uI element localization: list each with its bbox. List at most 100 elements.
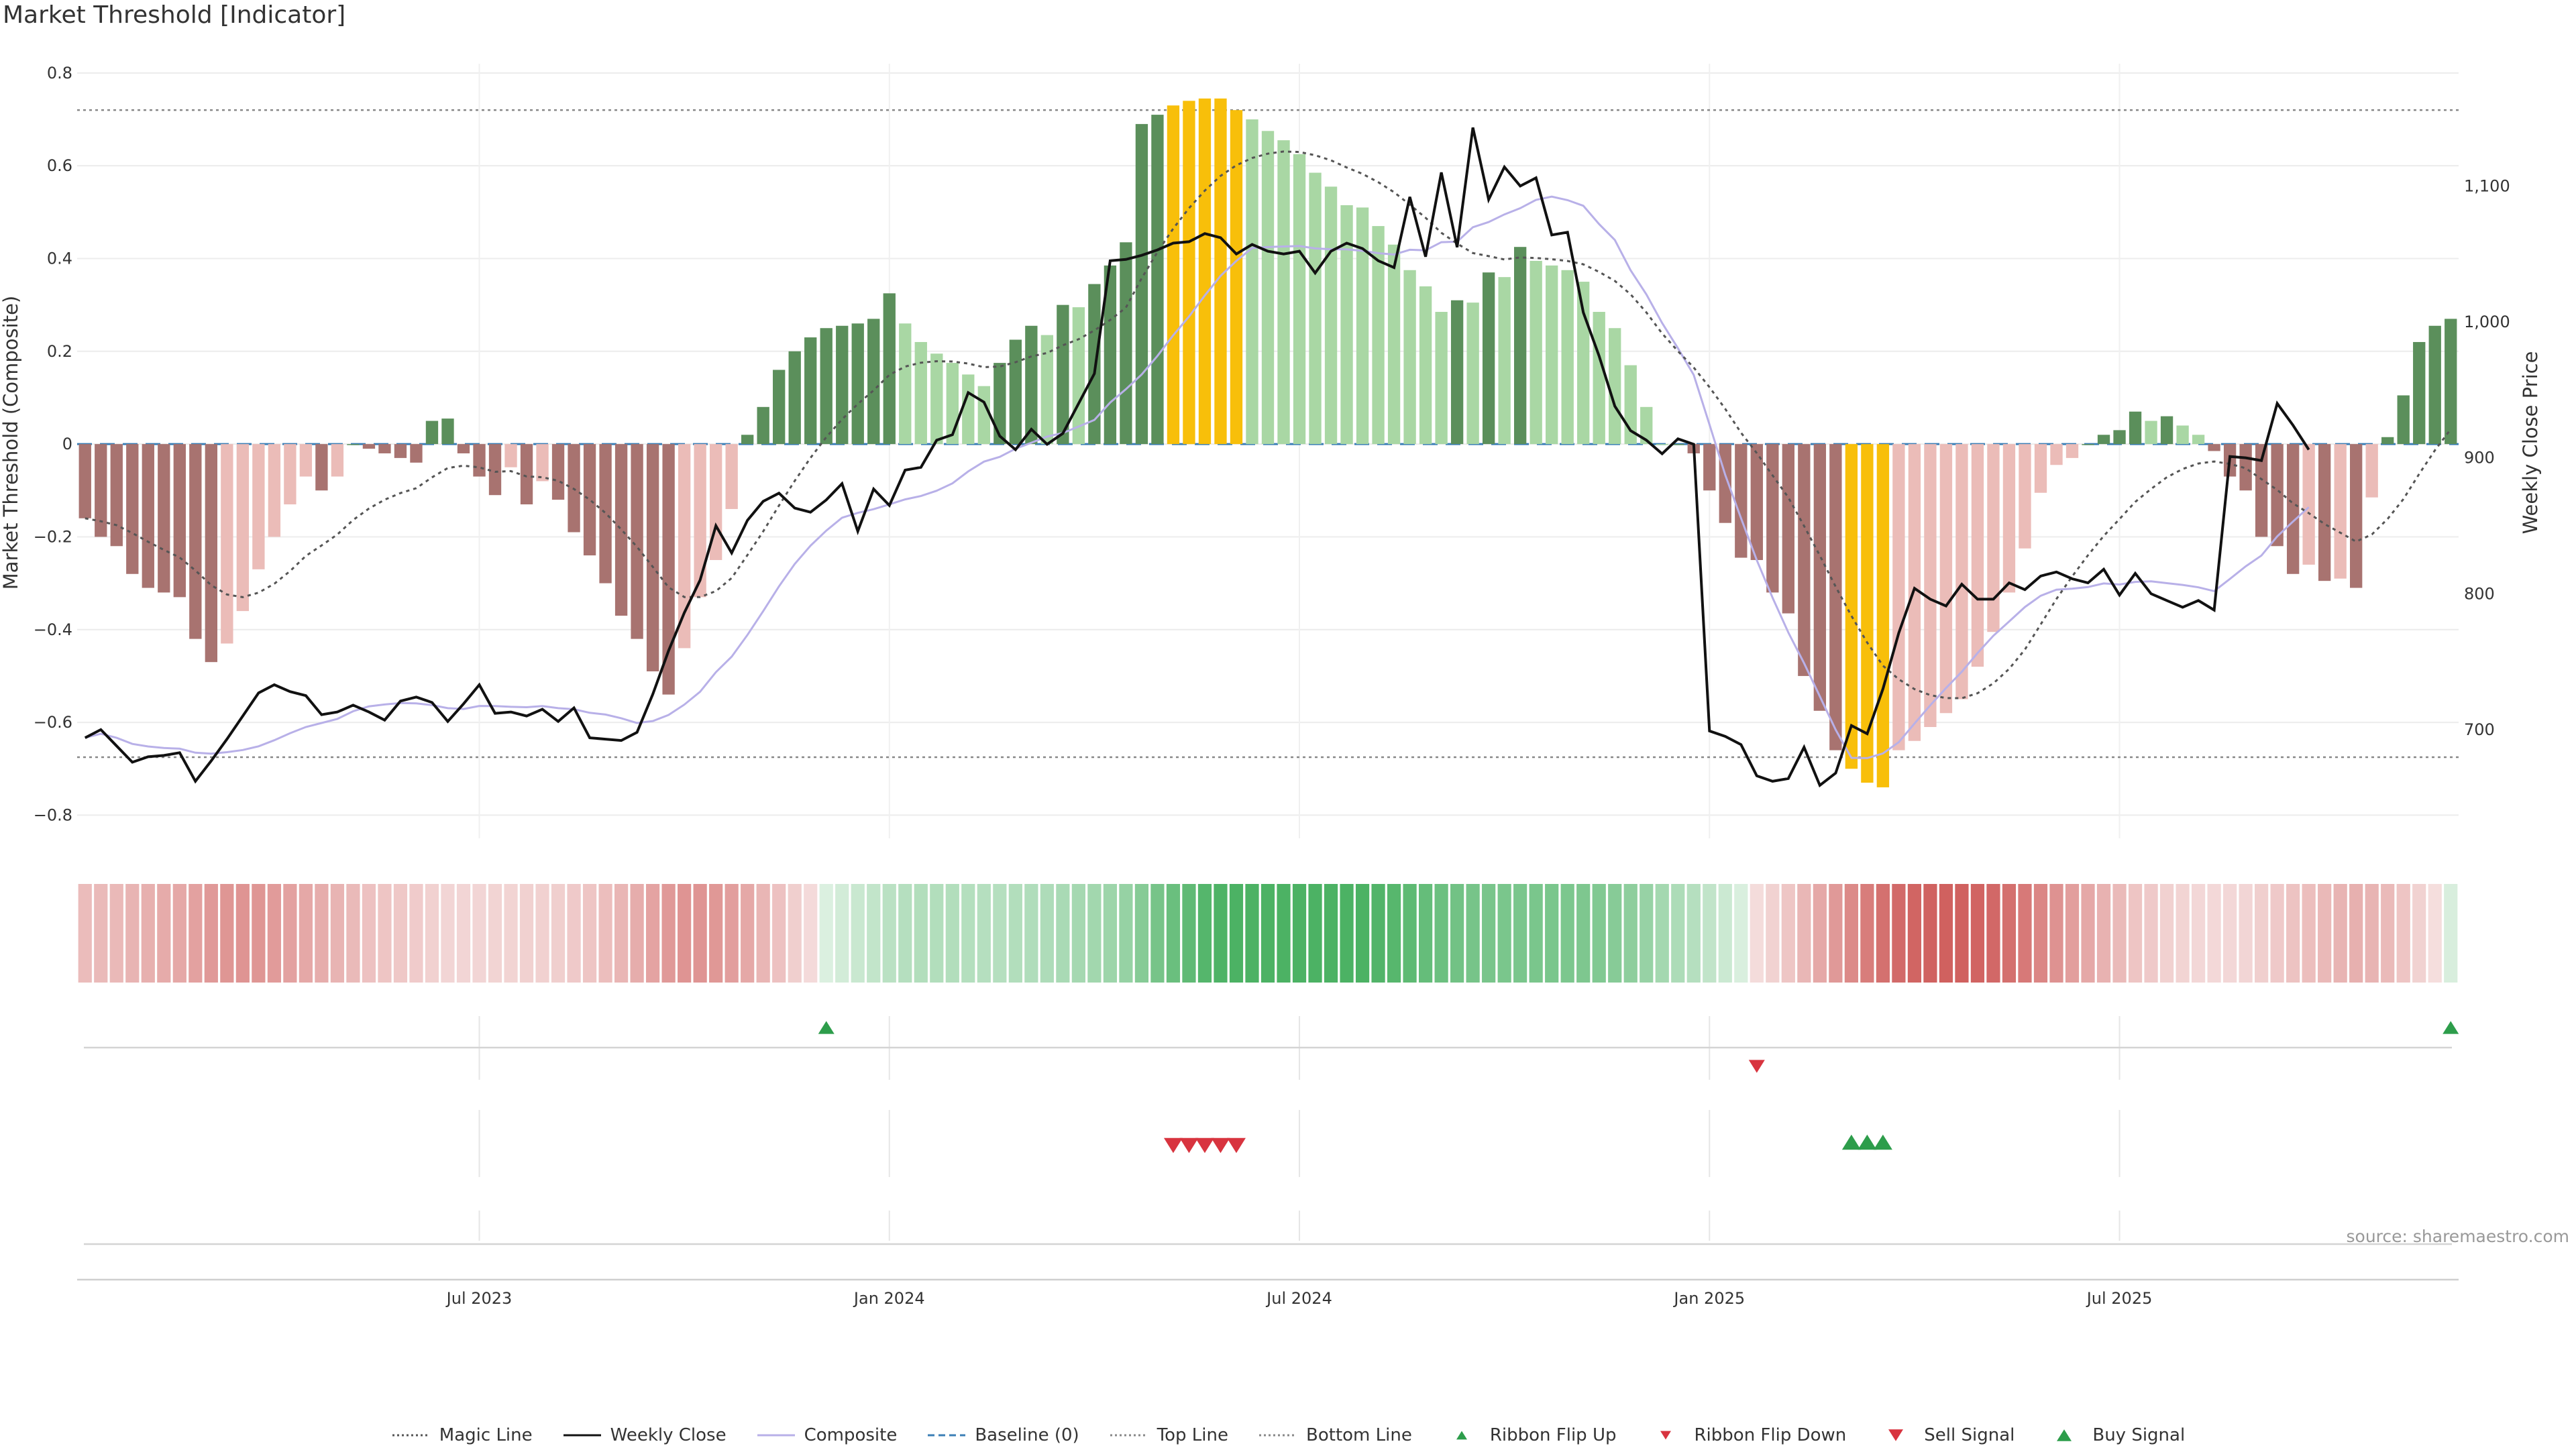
- composite-bar: [2255, 444, 2268, 537]
- composite-bar: [2097, 435, 2110, 445]
- ribbon-cell: [1686, 884, 1701, 983]
- composite-bar: [1876, 444, 1890, 787]
- ribbon-cell: [614, 884, 629, 983]
- triangle-up-icon: [1456, 1431, 1467, 1440]
- composite-bar: [268, 444, 281, 537]
- dotted-line-icon: [392, 1434, 430, 1437]
- ribbon-cell: [456, 884, 471, 983]
- composite-bar: [599, 444, 612, 583]
- ribbon-cell: [2239, 884, 2253, 983]
- ribbon-cell: [2396, 884, 2410, 983]
- ribbon-cell: [2207, 884, 2221, 983]
- ribbon-cell: [1387, 884, 1401, 983]
- composite-bar: [2082, 444, 2094, 445]
- composite-bar: [2145, 421, 2157, 445]
- ribbon-cell: [2222, 884, 2237, 983]
- ribbon-cell: [1907, 884, 1922, 983]
- ribbon-cell: [551, 884, 566, 983]
- ribbon-cell: [1434, 884, 1448, 983]
- ribbon-cell: [1308, 884, 1322, 983]
- composite-bar: [205, 444, 218, 663]
- triangle-down-icon: [1888, 1429, 1904, 1441]
- composite-bar: [362, 444, 376, 449]
- ribbon-cell: [724, 884, 739, 983]
- composite-bar: [962, 374, 975, 445]
- ribbon-cell: [519, 884, 534, 983]
- composite-bar: [551, 444, 565, 500]
- composite-bar: [1057, 304, 1069, 445]
- ribbon-cell: [2444, 884, 2458, 983]
- x-tick-label: Jul 2024: [1265, 1289, 1332, 1308]
- ribbon-cell: [1497, 884, 1511, 983]
- composite-bar: [2381, 437, 2394, 445]
- ribbon-cell: [220, 884, 234, 983]
- composite-bar: [1640, 406, 1653, 445]
- composite-bar: [757, 406, 769, 445]
- ribbon-cell: [1134, 884, 1149, 983]
- ribbon-cell: [804, 884, 818, 983]
- ribbon-cell: [1955, 884, 1969, 983]
- composite-bar: [1513, 247, 1527, 445]
- composite-bar: [1798, 444, 1811, 676]
- composite-bar: [1340, 205, 1353, 445]
- composite-bar: [1120, 242, 1132, 445]
- ribbon-cell: [1166, 884, 1181, 983]
- y-tick-label: −0.8: [34, 805, 72, 824]
- y2-tick-label: 900: [2464, 449, 2495, 467]
- composite-bar: [1892, 444, 1905, 750]
- legend-label: Bottom Line: [1306, 1425, 1412, 1445]
- y-tick-label: 0.2: [47, 342, 72, 361]
- ribbon-cell: [977, 884, 991, 983]
- legend-label: Top Line: [1157, 1425, 1228, 1445]
- sell-signal-marker: [1226, 1137, 1246, 1154]
- ribbon-cell: [1324, 884, 1338, 983]
- ribbon-cell: [1260, 884, 1275, 983]
- ribbon-cell: [2176, 884, 2190, 983]
- weekly-close-line: [84, 127, 2310, 788]
- composite-bar: [994, 363, 1006, 445]
- composite-bar: [78, 444, 91, 518]
- ribbon-cell: [2365, 884, 2379, 983]
- ribbon-cell: [1876, 884, 1890, 983]
- composite-bar: [1735, 444, 1748, 558]
- ribbon-cell: [1844, 884, 1858, 983]
- composite-bar: [614, 444, 628, 616]
- ribbon-cell: [2018, 884, 2032, 983]
- y2-axis-title: Weekly Close Price: [2519, 351, 2542, 535]
- ribbon-cell: [1292, 884, 1307, 983]
- composite-bar: [1072, 307, 1085, 445]
- legend-label: Buy Signal: [2092, 1425, 2186, 1445]
- ribbon-cell: [2128, 884, 2143, 983]
- composite-bar: [2286, 444, 2300, 574]
- legend-item-flip_up: Ribbon Flip Up: [1442, 1425, 1616, 1445]
- x-tick-label: Jul 2025: [2086, 1289, 2153, 1308]
- ribbon-cell: [1860, 884, 1874, 983]
- dotted-line-icon: [1110, 1434, 1148, 1437]
- ribbon-cell: [2318, 884, 2332, 983]
- ribbon-cell: [1766, 884, 1780, 983]
- composite-bar: [788, 351, 801, 445]
- ribbon-cell: [1545, 884, 1559, 983]
- ribbon-cell: [330, 884, 345, 983]
- ribbon-cell: [741, 884, 755, 983]
- composite-bar: [1214, 98, 1227, 445]
- legend-item-sell: Sell Signal: [1876, 1425, 2015, 1445]
- composite-bar: [1040, 335, 1054, 445]
- composite-bar: [631, 444, 643, 639]
- composite-bar: [2113, 430, 2126, 445]
- composite-bar: [836, 325, 849, 445]
- ribbon-cell: [961, 884, 975, 983]
- ribbon-cell: [2081, 884, 2095, 983]
- composite-bar: [1198, 98, 1212, 445]
- composite-bar: [2208, 444, 2220, 451]
- composite-bar: [1324, 186, 1338, 445]
- ribbon-cell: [157, 884, 171, 983]
- composite-bar: [252, 444, 265, 569]
- ribbon-cell: [1150, 884, 1165, 983]
- ribbon-cell: [1592, 884, 1606, 983]
- composite-bar: [804, 337, 817, 445]
- ribbon-cell: [189, 884, 203, 983]
- ribbon-cell: [1403, 884, 1417, 983]
- ribbon-cell: [1939, 884, 1953, 983]
- composite-bar: [867, 319, 880, 445]
